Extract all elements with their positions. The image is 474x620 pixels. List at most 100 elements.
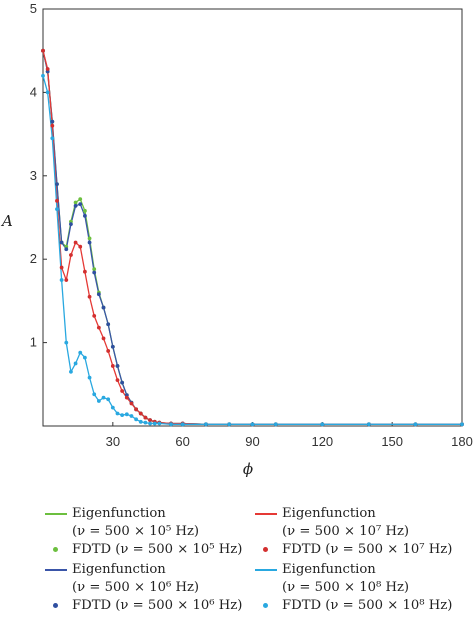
data-point: [92, 314, 97, 318]
data-point: [169, 422, 173, 427]
data-point: [129, 401, 134, 406]
series-line: [42, 75, 462, 425]
data-point: [64, 340, 69, 345]
y-tick-label: 5: [30, 1, 37, 16]
data-point: [83, 269, 87, 274]
legend: Eigenfunction (ν = 500 × 10⁵ Hz) Eigenfunc…: [0, 500, 474, 620]
legend-label: Eigenfunction: [72, 506, 166, 521]
legend-label: Eigenfunction: [282, 506, 376, 521]
data-point: [45, 90, 50, 95]
data-point: [50, 136, 55, 141]
y-tick-label: 3: [30, 168, 37, 183]
data-point: [110, 405, 115, 410]
data-point: [78, 350, 83, 355]
legend-label-frequency: (ν = 500 × 10⁵ Hz): [72, 524, 200, 539]
legend-item: Eigenfunction (ν = 500 × 10⁶ Hz): [45, 562, 260, 598]
data-point: [101, 305, 106, 310]
data-point: [64, 247, 69, 252]
data-point: [87, 236, 92, 241]
data-point: [96, 399, 101, 403]
data-point: [152, 421, 157, 426]
data-point: [101, 336, 106, 341]
series-line: [42, 50, 462, 425]
data-point: [41, 73, 45, 78]
data-point: [87, 294, 92, 299]
legend-label-frequency: (ν = 500 × 10⁸ Hz): [282, 580, 410, 595]
data-point: [92, 267, 97, 272]
legend-dot-swatch: [263, 603, 268, 608]
data-point: [148, 418, 152, 423]
data-point: [69, 222, 73, 227]
data-point: [69, 253, 73, 257]
data-point: [138, 411, 143, 416]
legend-item: FDTD (ν = 500 × 10⁵ Hz): [45, 542, 260, 560]
data-point: [59, 265, 64, 270]
series-line: [42, 50, 462, 425]
legend-line-swatch: [255, 569, 277, 571]
y-tick-label: 4: [30, 84, 37, 99]
data-point: [101, 395, 106, 400]
legend-label: FDTD (ν = 500 × 10⁸ Hz): [282, 598, 453, 613]
data-point: [366, 422, 371, 427]
data-point: [96, 325, 101, 330]
data-point: [110, 364, 115, 368]
legend-dot-swatch: [263, 547, 268, 552]
legend-label-frequency: (ν = 500 × 10⁷ Hz): [282, 524, 410, 539]
series-line: [42, 50, 462, 425]
legend-item: Eigenfunction (ν = 500 × 10⁵ Hz): [45, 506, 260, 542]
data-point: [64, 278, 69, 282]
x-tick-label: 150: [381, 434, 403, 449]
data-point: [143, 415, 148, 420]
x-axis-ticks: 30 60 90 120 150 180: [106, 422, 473, 449]
legend-line-swatch: [45, 569, 67, 571]
data-point: [120, 389, 125, 393]
legend-dot-swatch: [53, 547, 58, 552]
data-point: [59, 240, 64, 245]
data-point: [78, 244, 83, 249]
y-tick-label: 1: [30, 335, 37, 350]
legend-label-frequency: (ν = 500 × 10⁶ Hz): [72, 580, 200, 595]
legend-item: FDTD (ν = 500 × 10⁷ Hz): [255, 542, 470, 560]
plot-area-border: [42, 8, 463, 427]
legend-label: Eigenfunction: [72, 562, 166, 577]
data-point: [45, 67, 50, 71]
data-point: [92, 270, 97, 275]
plot-frame: [42, 8, 463, 427]
series-line: [42, 50, 462, 425]
legend-item: FDTD (ν = 500 × 10⁸ Hz): [255, 598, 470, 616]
y-tick-label: 2: [30, 251, 37, 266]
data-point: [143, 420, 148, 425]
x-axis-label: ϕ: [243, 460, 253, 478]
series-points: [41, 48, 464, 427]
data-point: [134, 407, 139, 412]
data-point: [129, 414, 134, 418]
legend-label: FDTD (ν = 500 × 10⁵ Hz): [72, 542, 243, 557]
x-tick-label: 120: [311, 434, 333, 449]
data-point: [110, 344, 115, 349]
data-point: [124, 395, 129, 400]
data-point: [92, 392, 97, 397]
data-point: [106, 349, 111, 353]
data-point: [413, 422, 418, 427]
y-axis-label: A: [0, 212, 13, 230]
data-point: [204, 422, 208, 427]
series-layer: [41, 48, 464, 427]
data-point: [87, 375, 92, 380]
data-point: [83, 208, 87, 213]
x-tick-label: 30: [106, 434, 120, 449]
data-point: [78, 197, 83, 202]
data-point: [138, 419, 143, 424]
data-point: [320, 422, 325, 427]
data-point: [55, 207, 59, 212]
chart: 1 2 3 4 5 30 60 90 120 150 180 A ϕ: [0, 1, 473, 478]
data-point: [115, 364, 120, 368]
series-points: [41, 48, 464, 427]
data-point: [50, 119, 55, 124]
legend-line-swatch: [45, 513, 67, 515]
data-point: [73, 361, 78, 366]
x-tick-label: 90: [245, 434, 259, 449]
data-point: [124, 412, 129, 417]
series-line: [42, 50, 462, 425]
x-tick-label: 60: [175, 434, 189, 449]
data-point: [73, 240, 78, 245]
